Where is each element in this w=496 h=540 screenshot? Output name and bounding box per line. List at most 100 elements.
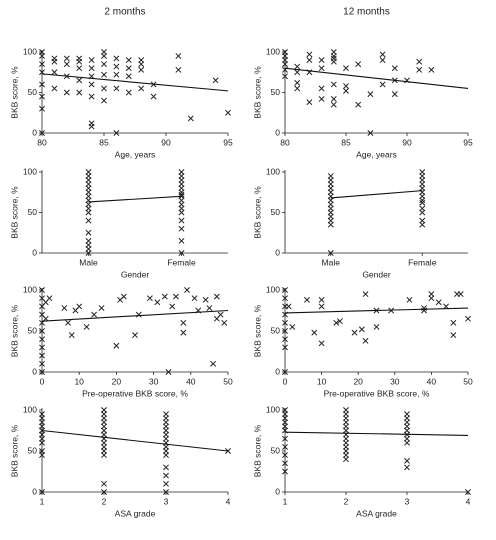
point [163, 472, 169, 479]
y-axis-label: BKB score, % [252, 186, 262, 239]
point [330, 55, 337, 62]
point [355, 101, 362, 108]
point [221, 319, 228, 326]
x-tick-label: 90 [402, 137, 412, 147]
point [178, 217, 185, 224]
point [113, 342, 120, 349]
panel: 2 months 0 50 100 BKB score, % Age, years 80 85… [9, 7, 233, 160]
point [282, 287, 288, 293]
point [213, 293, 220, 300]
fit-line [88, 195, 182, 203]
x-tick-label: 50 [463, 376, 473, 386]
point [39, 336, 45, 343]
point [416, 58, 423, 65]
point [76, 303, 83, 310]
point [330, 101, 337, 108]
x-tick-label: 80 [280, 137, 290, 147]
point [163, 480, 169, 487]
point [419, 199, 426, 206]
y-tick-label: 50 [28, 325, 38, 335]
point [404, 457, 410, 464]
point [175, 53, 182, 60]
point [63, 55, 70, 62]
point [120, 293, 127, 300]
y-tick-label: 0 [32, 127, 37, 137]
fit-line [284, 431, 469, 436]
point [113, 71, 120, 78]
point [419, 217, 426, 224]
x-tick-label: 10 [317, 376, 327, 386]
point [362, 337, 369, 344]
point [206, 305, 213, 311]
x-tick-label: 10 [74, 376, 84, 386]
y-tick-label: 100 [23, 46, 37, 56]
point [76, 77, 83, 84]
y-tick-label: 50 [271, 207, 281, 217]
point [311, 329, 318, 336]
point [39, 360, 45, 367]
y-tick-label: 50 [28, 445, 38, 455]
point [282, 73, 288, 80]
point [282, 49, 288, 55]
point [406, 296, 413, 303]
x-tick-label: 95 [223, 137, 233, 147]
point [465, 489, 471, 495]
y-axis-label: BKB score, % [252, 66, 262, 119]
point [282, 443, 288, 450]
point [76, 65, 83, 72]
y-tick-label: 0 [275, 127, 280, 137]
point [46, 295, 53, 302]
point [39, 411, 45, 418]
point [318, 296, 325, 303]
point [85, 169, 92, 175]
y-tick-label: 100 [23, 166, 37, 176]
point [163, 464, 169, 471]
point [175, 66, 182, 73]
point [282, 468, 288, 475]
point [88, 81, 95, 88]
point [285, 303, 292, 310]
axes [284, 408, 468, 493]
y-tick-label: 0 [275, 486, 280, 496]
fit-line [284, 307, 469, 314]
point [180, 329, 187, 336]
point [101, 97, 107, 104]
fit-line [330, 190, 423, 199]
point [282, 295, 288, 302]
point [282, 319, 288, 326]
point [282, 460, 288, 467]
x-tick-label: 40 [186, 376, 196, 386]
point [68, 332, 75, 339]
point [225, 109, 231, 116]
point [172, 293, 179, 300]
y-tick-label: 50 [28, 207, 38, 217]
point [282, 435, 288, 442]
point [51, 69, 58, 76]
point [330, 96, 337, 102]
fit-line [41, 73, 229, 92]
point [294, 79, 301, 86]
point [39, 130, 45, 136]
point [178, 250, 185, 256]
point [217, 311, 224, 318]
point [318, 303, 325, 310]
point [165, 369, 172, 375]
point [138, 57, 145, 64]
x-tick-label: 4 [226, 496, 231, 506]
point [65, 319, 71, 326]
panel: 0 50 100 BKB score, % ASA grade 1 2 3 4 [9, 404, 231, 518]
panel: 0 50 100 BKB score, % ASA grade 1 2 3 4 [252, 404, 471, 518]
point [163, 411, 169, 418]
point [428, 295, 435, 302]
point [88, 123, 95, 130]
fit-line [284, 67, 469, 89]
point [101, 61, 107, 68]
x-axis-label: Age, years [115, 149, 156, 159]
point [343, 65, 349, 72]
y-axis-label: BKB score, % [9, 424, 19, 477]
x-tick-label: 95 [463, 137, 473, 147]
point [39, 369, 45, 375]
point [294, 63, 301, 70]
panel: 0 50 100 BKB score, % Gender Male Female [9, 166, 228, 279]
